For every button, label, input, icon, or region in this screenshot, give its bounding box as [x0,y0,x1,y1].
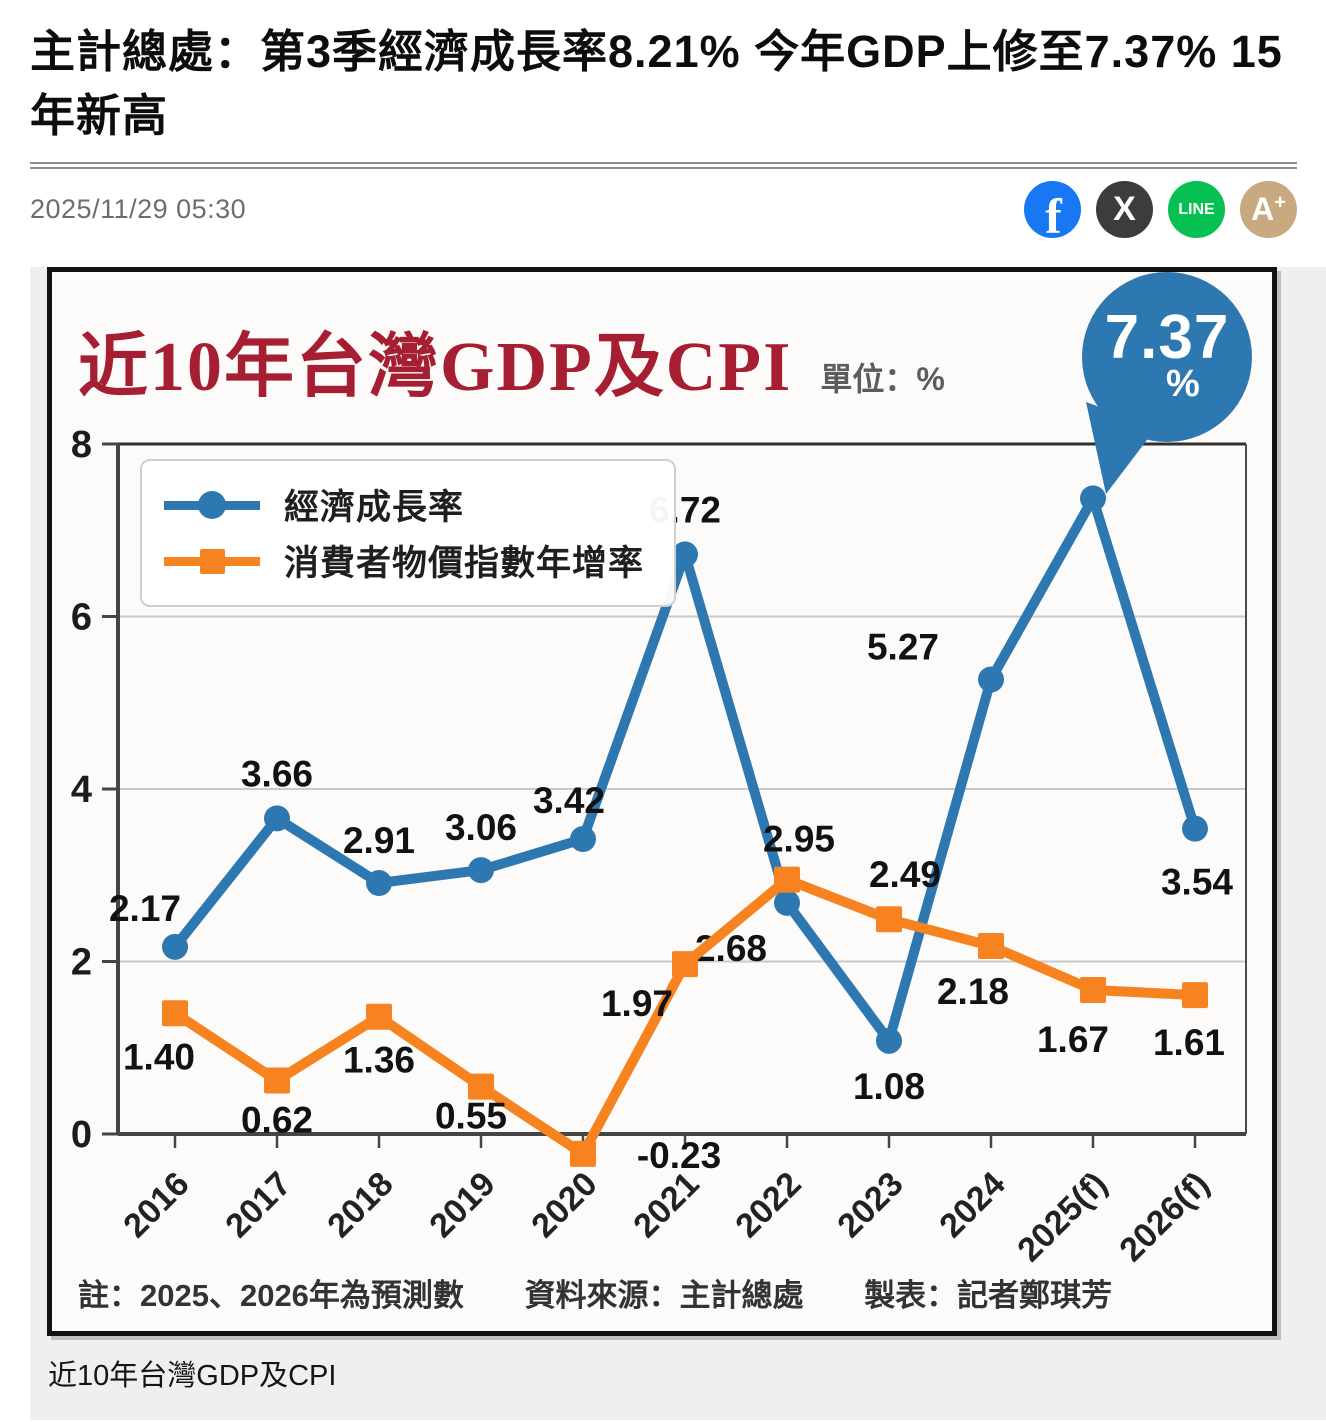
data-label: 1.61 [1153,1022,1225,1063]
note-text: 註：2025、2026年為預測數 [78,1277,464,1313]
data-label: 1.08 [853,1066,925,1107]
gdp-forecast-callout: 7.37 % [1082,271,1252,494]
share-bar: f X LINE A+ [1024,181,1297,244]
data-label: 2.49 [869,854,941,895]
article-content: 主計總處：第3季經濟成長率8.21% 今年GDP上修至7.37% 15年新高 2… [30,0,1297,244]
credit-text: 製表：記者鄭琪芳 [864,1277,1113,1313]
header-divider [30,161,1297,169]
y-tick-label: 2 [71,941,92,983]
data-label: 1.67 [1037,1019,1109,1060]
cpi-point-2024 [978,932,1004,959]
gdp-point-2025(f) [1080,485,1106,512]
x-tick-label: 2016 [116,1165,196,1245]
data-label: 3.66 [241,753,313,794]
x-icon: X [1113,190,1136,229]
gdp-point-2019 [468,856,494,883]
line-icon: LINE [1178,200,1215,218]
cpi-point-2017 [264,1067,290,1094]
gdp-circle-marker-icon [198,490,226,519]
y-tick-label: 4 [71,769,92,811]
article-meta: 2025/11/29 05:30 f X LINE A+ [30,179,1297,244]
data-label: 2.17 [109,888,181,929]
x-tick-label: 2024 [932,1165,1012,1245]
legend-item-gdp: 經濟成長率 [164,477,644,533]
gdp-series: 2.173.662.91 3.063.426.722.681.085.273.54 [109,485,1233,1107]
chart-title: 近10年台灣GDP及CPI [78,328,793,406]
gdp-point-2026(f) [1182,815,1208,842]
chart-plot: 0 2 4 6 8 2016 2017 2018 2019 2020 2021 2022 2023 202… [71,424,1247,1269]
source-text: 資料來源：主計總處 [524,1277,804,1313]
data-label: 0.62 [241,1099,313,1140]
x-tick-label: 2025(f) [1010,1165,1114,1269]
cpi-point-2019 [468,1073,494,1100]
cpi-point-2018 [366,1003,392,1030]
share-x-button[interactable]: X [1096,181,1153,239]
x-tick-label: 2017 [218,1165,298,1245]
gdp-point-2023 [876,1027,902,1054]
cpi-legend-swatch [164,546,260,576]
cpi-square-marker-icon [200,548,225,574]
cpi-point-2025(f) [1080,976,1106,1003]
chart-unit-label: 單位：% [820,360,945,397]
callout-suffix: % [1166,362,1200,405]
data-label: -0.23 [637,1135,721,1176]
gdp-point-2016 [162,933,188,960]
headline: 主計總處：第3季經濟成長率8.21% 今年GDP上修至7.37% 15年新高 [30,26,1283,141]
cpi-point-2020 [570,1140,596,1167]
gdp-point-2020 [570,825,596,852]
gdp-legend-swatch [164,490,260,520]
x-tick-label: 2026(f) [1112,1165,1216,1269]
cpi-line [172,874,1196,1159]
x-tick-label: 2022 [728,1165,808,1245]
font-size-icon: A+ [1251,191,1286,228]
x-tick-label: 2019 [422,1165,502,1245]
y-tick-label: 0 [71,1114,92,1156]
x-tick-label: 2021 [626,1165,706,1245]
y-tick-label: 6 [71,596,92,638]
callout-tail-icon [1086,401,1156,494]
data-label: 0.55 [435,1095,507,1136]
legend-item-cpi: 消費者物價指數年增率 [164,533,644,589]
font-size-button[interactable]: A+ [1240,181,1297,239]
data-label: 3.42 [533,780,605,821]
gdp-point-2021 [672,541,698,568]
data-label: 1.36 [343,1039,415,1080]
cpi-point-2021 [672,950,698,977]
share-facebook-button[interactable]: f [1024,181,1081,244]
chart-note: 註：2025、2026年為預測數 資料來源：主計總處 製表：記者鄭琪芳 [78,1270,1112,1315]
gdp-point-2024 [978,666,1004,693]
facebook-icon: f [1045,187,1062,244]
article-figure: 近10年台灣GDP及CPI 單位：% 7.37 % 經濟成長率 消費者物價指數年增… [30,266,1326,1420]
x-tick-label: 2018 [320,1165,400,1245]
data-label: 3.54 [1161,861,1233,902]
cpi-series: 1.40 0.62 1.36 0.55 -0.23 1.97 2.95 2.49 2.18 1.6… [123,818,1225,1175]
data-label: 3.06 [445,807,517,848]
cpi-point-2022 [774,866,800,893]
gdp-point-2017 [264,805,290,832]
y-tick-label: 8 [71,424,92,466]
cpi-point-2016 [162,1000,188,1027]
x-tick-label: 2020 [524,1165,604,1245]
chart-legend: 經濟成長率 消費者物價指數年增率 [140,458,677,607]
cpi-point-2023 [876,906,902,933]
data-label: 5.27 [867,626,939,667]
figure-caption: 近10年台灣GDP及CPI [48,1359,337,1392]
share-line-button[interactable]: LINE [1168,181,1225,239]
data-label: 1.40 [123,1036,195,1077]
gdp-point-2018 [366,869,392,896]
data-label: 2.18 [937,971,1009,1012]
x-tick-label: 2023 [830,1165,910,1245]
callout-value: 7.37 [1104,302,1230,372]
legend-label-cpi: 消費者物價指數年增率 [284,544,645,584]
data-label: 2.91 [343,820,415,861]
chart-title-row: 近10年台灣GDP及CPI 單位：% [78,310,945,411]
cpi-point-2026(f) [1182,981,1208,1008]
gdp-point-2022 [774,889,800,916]
data-label: 2.95 [763,818,835,859]
legend-label-gdp: 經濟成長率 [284,488,465,528]
publish-date: 2025/11/29 05:30 [30,194,247,225]
data-label: 1.97 [601,983,673,1024]
chart-image: 近10年台灣GDP及CPI 單位：% 7.37 % 經濟成長率 消費者物價指數年增… [47,266,1277,1336]
